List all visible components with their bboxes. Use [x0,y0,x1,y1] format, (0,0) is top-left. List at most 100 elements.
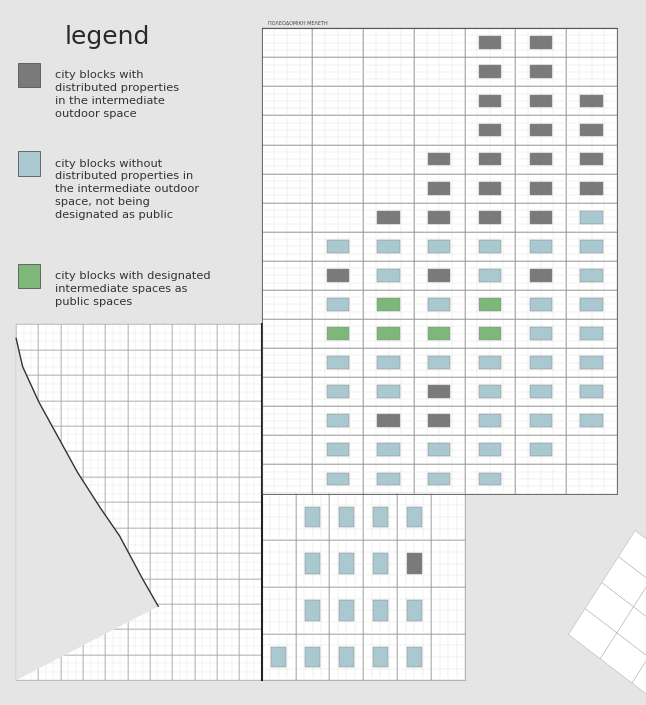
Bar [296,493,329,540]
Bar [296,540,329,587]
Bar [479,327,501,340]
Bar [239,630,262,655]
Bar [39,604,61,630]
Bar [83,502,105,528]
Polygon shape [634,581,646,631]
Bar [217,350,239,375]
Bar [363,290,414,319]
Bar [464,406,516,435]
Bar [39,350,61,375]
Bar [363,634,397,680]
Bar [105,502,128,528]
Bar [61,400,83,426]
Bar [150,477,172,502]
Bar [262,57,313,87]
Bar [61,502,83,528]
Bar [313,28,363,57]
Bar [414,28,464,57]
Bar [194,350,217,375]
Bar [566,435,617,465]
Bar [327,327,349,340]
Bar [377,443,400,456]
Bar [172,400,194,426]
Bar [428,415,450,427]
Bar [363,587,397,634]
Bar [39,400,61,426]
Bar [414,232,464,261]
Polygon shape [568,608,617,658]
Bar [39,553,61,579]
Bar [377,327,400,340]
Bar [194,477,217,502]
Bar [239,400,262,426]
Bar [373,553,388,574]
Bar [172,528,194,553]
Bar [217,451,239,477]
Bar [327,240,349,252]
Bar [432,634,465,680]
Bar [327,386,349,398]
Bar [530,66,552,78]
Bar [428,443,450,456]
Bar [516,57,566,87]
Bar [262,493,295,540]
Bar [239,655,262,680]
Bar [128,604,150,630]
Bar [150,528,172,553]
Bar [39,451,61,477]
Bar [239,604,262,630]
Bar [83,350,105,375]
Bar [239,324,262,350]
Bar [217,528,239,553]
Bar [239,426,262,451]
Bar [397,587,432,634]
Bar [16,502,39,528]
Bar [580,123,603,136]
Bar [128,375,150,400]
Bar [339,646,354,667]
Bar [373,646,388,667]
Bar [262,203,313,232]
Polygon shape [632,657,646,705]
Bar [172,477,194,502]
Bar [296,587,329,634]
Bar [414,377,464,406]
Bar [105,655,128,680]
Bar [377,298,400,311]
Bar [566,348,617,377]
Bar [39,528,61,553]
Bar [464,145,516,173]
Bar [566,145,617,173]
Bar [313,57,363,87]
Bar [407,600,422,620]
Bar [105,451,128,477]
Bar [105,528,128,553]
Bar [464,377,516,406]
Bar [83,477,105,502]
Bar [128,553,150,579]
Bar [327,472,349,485]
Bar [479,123,501,136]
Bar [194,400,217,426]
Polygon shape [617,607,646,657]
Bar [363,116,414,145]
Bar [150,579,172,604]
Bar [194,655,217,680]
Bar [464,465,516,494]
Bar [313,232,363,261]
Bar [313,290,363,319]
Bar [262,87,313,116]
Bar [262,406,313,435]
Bar [194,630,217,655]
Bar [580,153,603,166]
Bar [239,350,262,375]
Bar [313,145,363,173]
Bar [407,646,422,667]
Bar [377,211,400,223]
Bar [428,269,450,282]
Bar [363,232,414,261]
Bar [428,356,450,369]
Bar [479,66,501,78]
Bar [172,579,194,604]
Bar [18,152,40,176]
